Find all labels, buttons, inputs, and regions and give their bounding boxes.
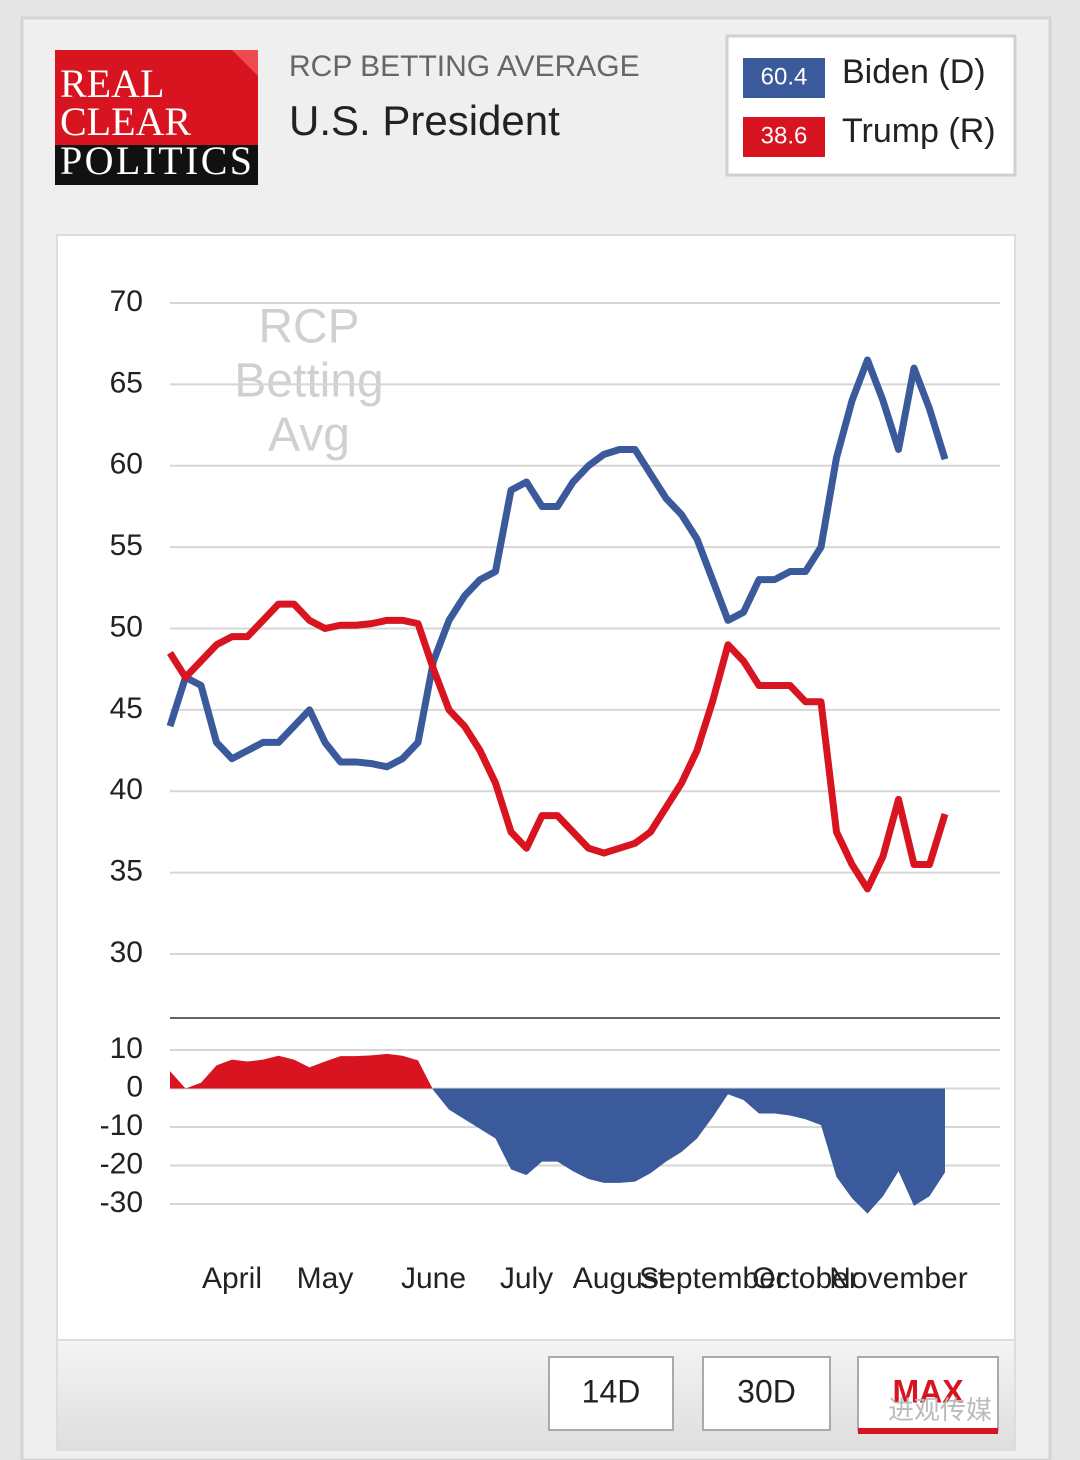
x-tick-label: May bbox=[297, 1262, 354, 1295]
chart-watermark: Avg bbox=[268, 409, 350, 462]
button-label[interactable]: 14D bbox=[582, 1373, 641, 1409]
logo-corner bbox=[232, 50, 258, 76]
y-tick-label: -10 bbox=[100, 1109, 143, 1142]
title: U.S. President bbox=[289, 97, 560, 144]
spread-area-negative bbox=[170, 1088, 945, 1214]
button[interactable] bbox=[702, 1356, 831, 1431]
subtitle: RCP BETTING AVERAGE bbox=[289, 50, 640, 83]
button-label[interactable]: 30D bbox=[737, 1373, 796, 1409]
legend-swatch bbox=[743, 117, 825, 157]
legend-label: Biden (D) bbox=[842, 53, 986, 91]
y-tick-label: 65 bbox=[110, 366, 143, 399]
x-tick-label: August bbox=[573, 1262, 667, 1295]
y-tick-label: 30 bbox=[110, 936, 143, 969]
watermark: 进观传媒 bbox=[888, 1395, 992, 1425]
y-tick-label: 35 bbox=[110, 855, 143, 888]
button[interactable] bbox=[548, 1356, 674, 1431]
button[interactable] bbox=[857, 1356, 999, 1431]
legend-swatch bbox=[743, 58, 825, 98]
x-tick-label: September bbox=[639, 1262, 786, 1295]
x-tick-label: November bbox=[829, 1262, 967, 1295]
series-line bbox=[166, 356, 949, 771]
y-tick-label: 45 bbox=[110, 692, 143, 725]
y-tick-label: 10 bbox=[110, 1032, 143, 1065]
y-tick-label: 60 bbox=[110, 448, 143, 481]
y-tick-label: 0 bbox=[126, 1070, 143, 1103]
x-tick-label: July bbox=[500, 1262, 553, 1295]
y-tick-label: -30 bbox=[100, 1186, 143, 1219]
spread-area-positive bbox=[170, 1053, 945, 1089]
y-tick-label: -20 bbox=[100, 1147, 143, 1180]
legend-value: 38.6 bbox=[761, 122, 808, 149]
x-tick-label: April bbox=[202, 1262, 262, 1295]
buttons: 14D 30D MAX bbox=[548, 1356, 999, 1434]
series-line bbox=[167, 600, 949, 893]
x-axis: April May June July AugustSeptemberOctoberNo… bbox=[202, 1262, 968, 1295]
chart-watermark: Betting bbox=[234, 355, 383, 408]
button-underline bbox=[858, 1428, 998, 1434]
x-tick-label: June bbox=[401, 1262, 466, 1295]
y-tick-label: 55 bbox=[110, 529, 143, 562]
logo: REAL CLEAR POLITICS bbox=[55, 50, 258, 185]
logo-text: REAL bbox=[60, 61, 164, 106]
logo-text: CLEAR bbox=[60, 99, 191, 144]
logo-band bbox=[55, 145, 258, 185]
y-tick-label: 40 bbox=[110, 773, 143, 806]
button-bar bbox=[56, 1339, 1016, 1451]
y-tick-label: 50 bbox=[110, 610, 143, 643]
chart-watermark: RCP bbox=[258, 301, 359, 354]
y-tick-label: 70 bbox=[110, 285, 143, 318]
button-label[interactable]: MAX bbox=[892, 1373, 964, 1409]
legend-value: 60.4 bbox=[761, 63, 808, 90]
legend-label: Trump (R) bbox=[842, 112, 996, 150]
x-tick-label: October bbox=[752, 1262, 859, 1295]
